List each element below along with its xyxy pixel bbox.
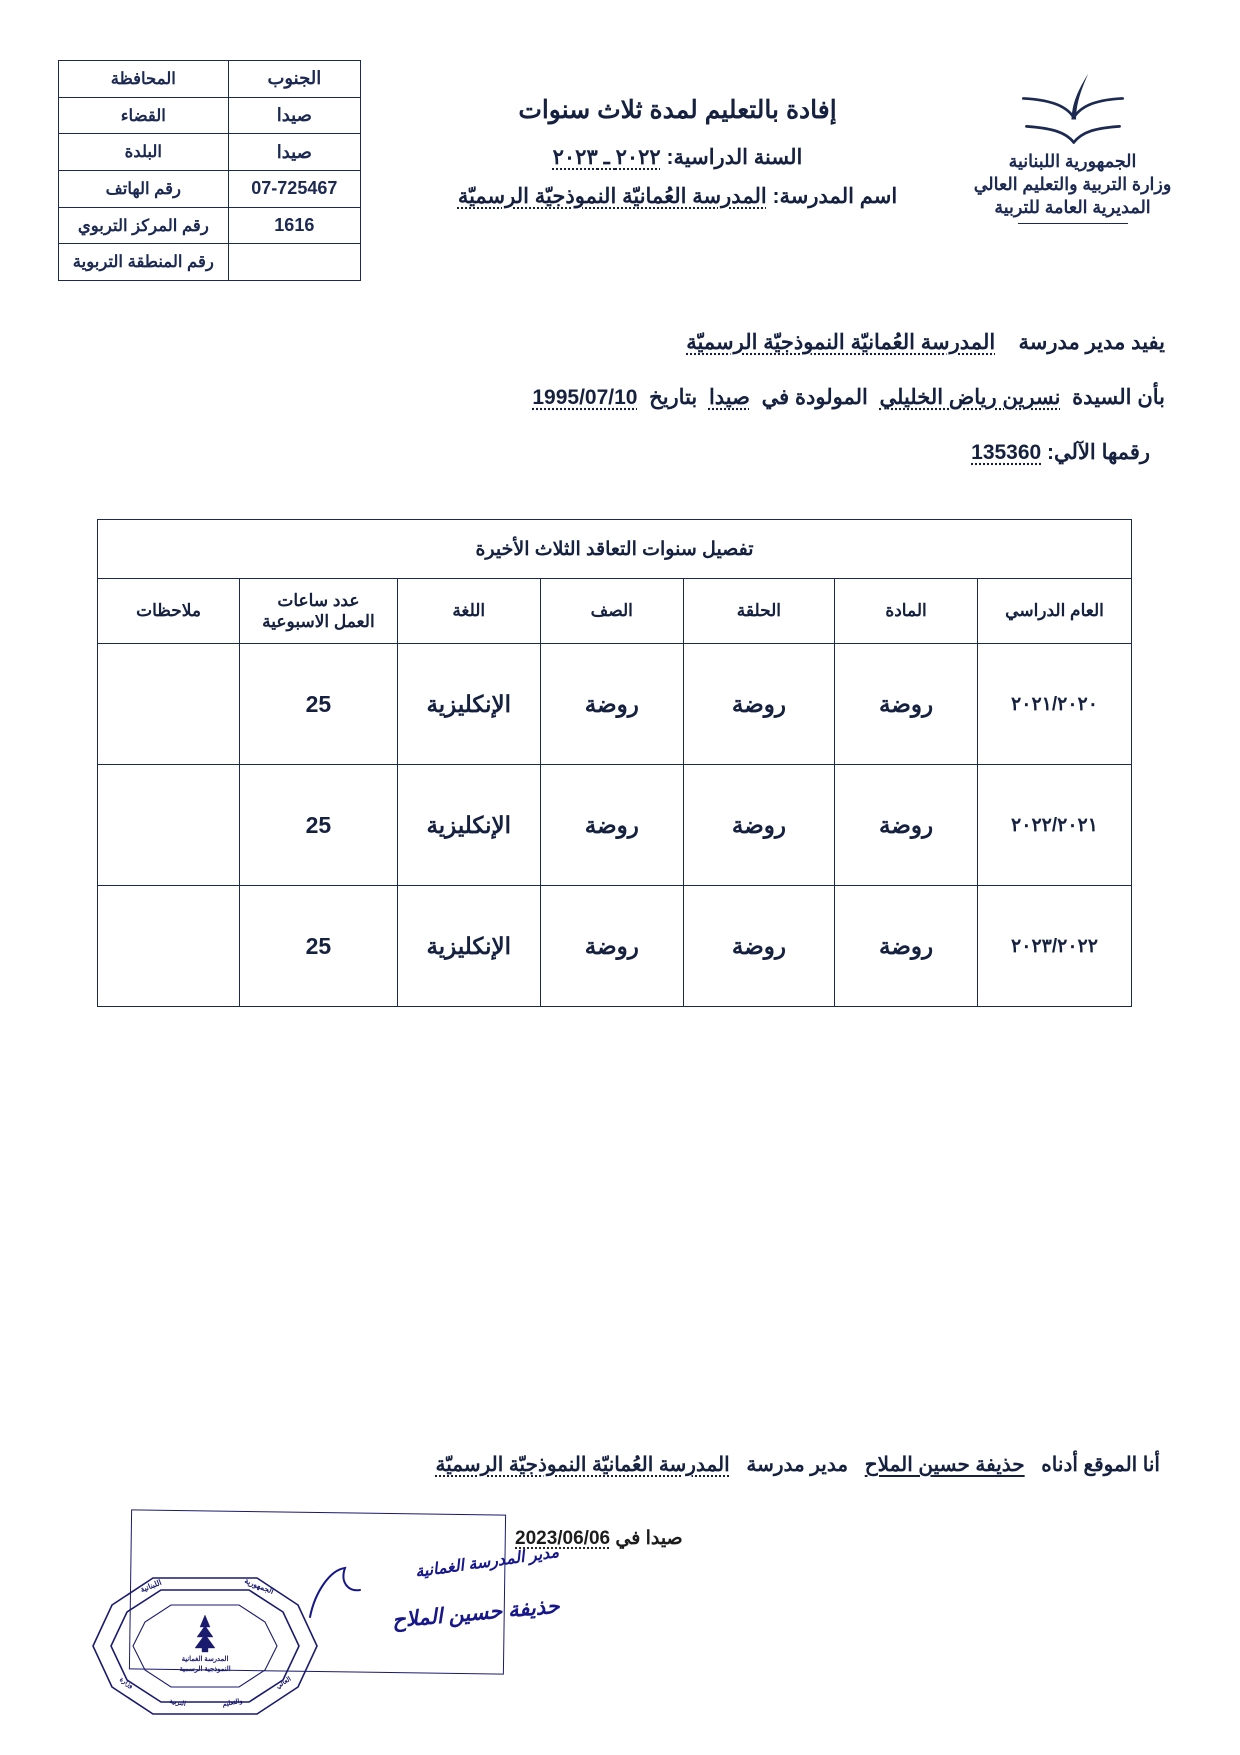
svg-text:النموذجية الرسمية: النموذجية الرسمية (179, 1665, 230, 1673)
svg-text:التربية: التربية (169, 1697, 187, 1708)
svg-text:والتعليم: والتعليم (222, 1697, 244, 1709)
svg-text:المدرسة الغمانية: المدرسة الغمانية (182, 1655, 229, 1663)
